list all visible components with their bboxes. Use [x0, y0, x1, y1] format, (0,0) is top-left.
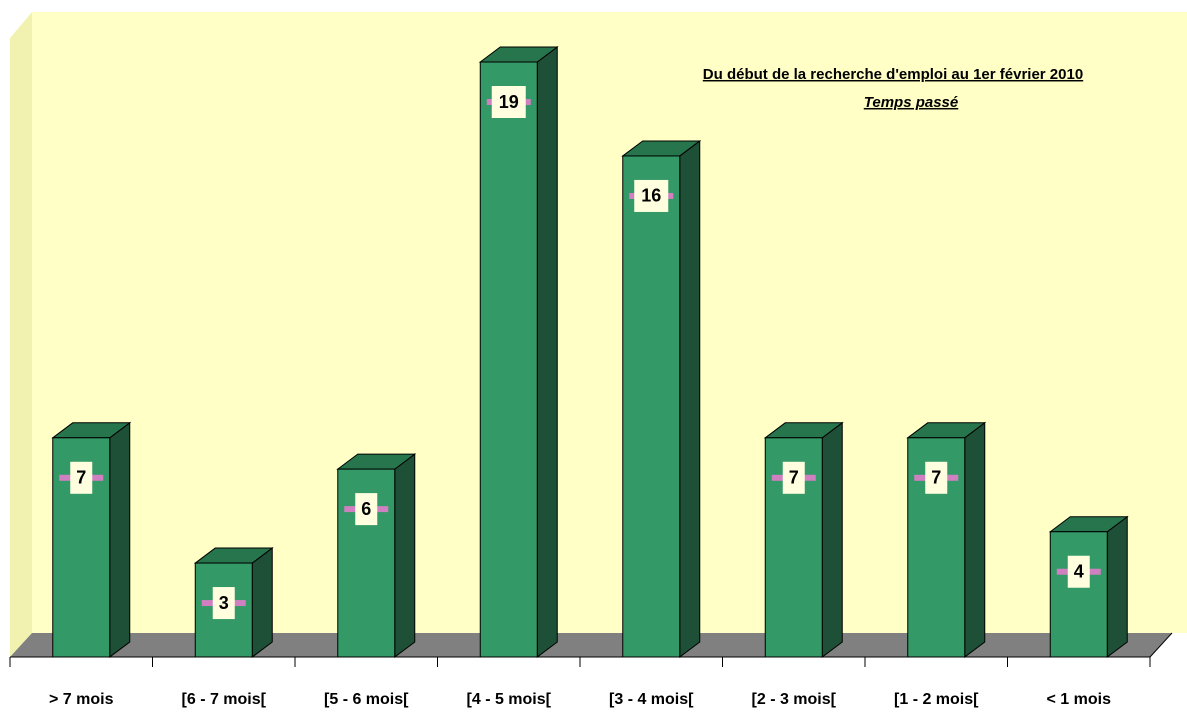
data-label: 7: [76, 468, 86, 488]
data-label: 4: [1074, 561, 1084, 581]
bar-side: [964, 421, 986, 658]
label-box: [782, 461, 805, 494]
x-tick-label: [4 - 5 mois[: [467, 691, 552, 708]
side-wall: [10, 12, 32, 657]
label-box: [355, 493, 378, 526]
bar: [622, 155, 681, 658]
x-tick-label: [3 - 4 mois[: [609, 691, 694, 708]
x-tick-label: [6 - 7 mois[: [182, 691, 267, 708]
chart-subtitle: Temps passé: [864, 94, 959, 111]
x-tick-label: [5 - 6 mois[: [324, 691, 409, 708]
data-label: 6: [361, 499, 371, 519]
floor: [10, 633, 1172, 657]
bar-side: [679, 139, 701, 658]
data-label: 7: [931, 468, 941, 488]
x-tick-label: [2 - 3 mois[: [752, 691, 837, 708]
bar-side: [536, 46, 558, 658]
x-tick-label: > 7 mois: [49, 691, 114, 708]
data-label: 19: [499, 92, 519, 112]
bar-side: [251, 547, 273, 658]
bar-side: [1106, 515, 1128, 658]
label-box: [491, 86, 526, 118]
label-box: [634, 179, 669, 212]
label-box: [1067, 555, 1090, 588]
label-box: [212, 587, 235, 620]
x-axis-depth: [1149, 632, 1173, 658]
data-label: 7: [789, 468, 799, 488]
x-tick-label: [1 - 2 mois[: [894, 691, 979, 708]
data-label: 3: [219, 593, 229, 613]
bar-side: [821, 421, 843, 658]
label-box: [70, 461, 93, 494]
back-wall: [32, 12, 1187, 633]
bar: [479, 61, 538, 658]
bar-side: [394, 453, 416, 658]
bar-side: [109, 421, 131, 658]
bar: [1049, 531, 1108, 658]
x-tick-label: < 1 mois: [1047, 691, 1112, 708]
data-label: 16: [641, 186, 661, 206]
label-box: [925, 461, 948, 494]
chart-title: Du début de la recherche d'emploi au 1er…: [703, 66, 1083, 83]
